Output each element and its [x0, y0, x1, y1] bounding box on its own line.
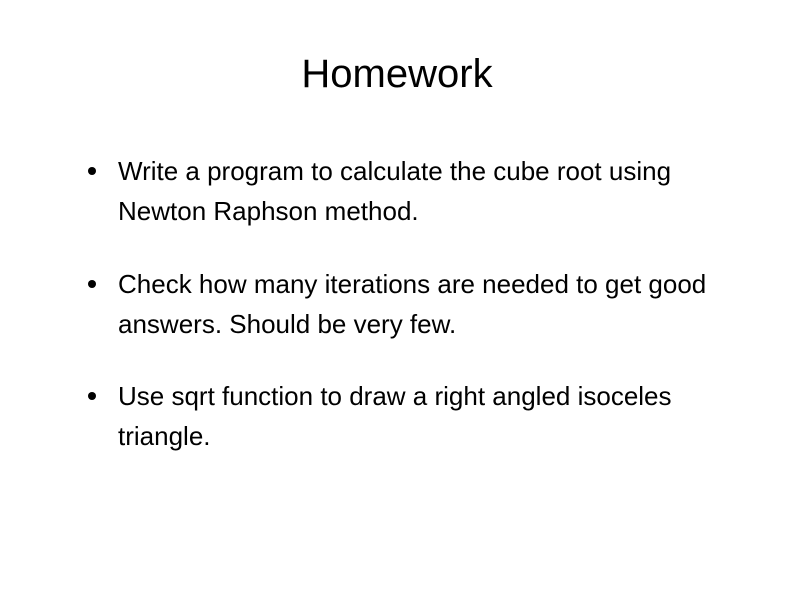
slide-content: Write a program to calculate the cube ro… [60, 151, 734, 457]
bullet-text: Write a program to calculate the cube ro… [118, 151, 734, 232]
bullet-icon [88, 167, 96, 175]
list-item: Write a program to calculate the cube ro… [88, 151, 734, 232]
list-item: Check how many iterations are needed to … [88, 264, 734, 345]
bullet-text: Check how many iterations are needed to … [118, 264, 734, 345]
list-item: Use sqrt function to draw a right angled… [88, 376, 734, 457]
bullet-text: Use sqrt function to draw a right angled… [118, 376, 734, 457]
bullet-icon [88, 280, 96, 288]
slide-container: Homework Write a program to calculate th… [0, 0, 794, 595]
bullet-icon [88, 392, 96, 400]
slide-title: Homework [60, 52, 734, 97]
